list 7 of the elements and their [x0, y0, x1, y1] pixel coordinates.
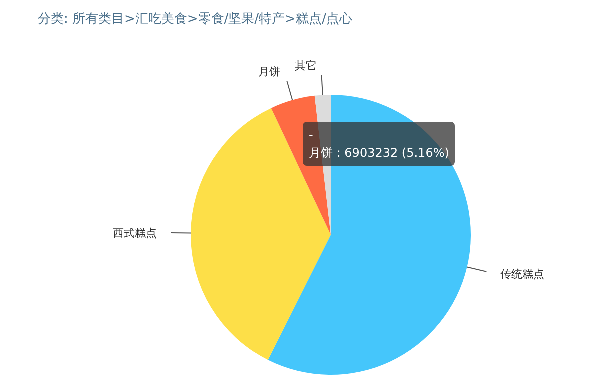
slice-label: 月饼: [258, 66, 280, 79]
pie-slice: [191, 108, 331, 360]
tooltip-box: - 月饼 : 6903232 (5.16%): [303, 122, 456, 166]
slice-label: 西式糕点: [113, 226, 158, 240]
chart-title: 分类: 所有类目>汇吃美食>零食/坚果/特产>糕点/点心: [38, 11, 352, 28]
slice-label: 传统糕点: [500, 268, 544, 282]
slice-label: 其它: [295, 59, 318, 72]
